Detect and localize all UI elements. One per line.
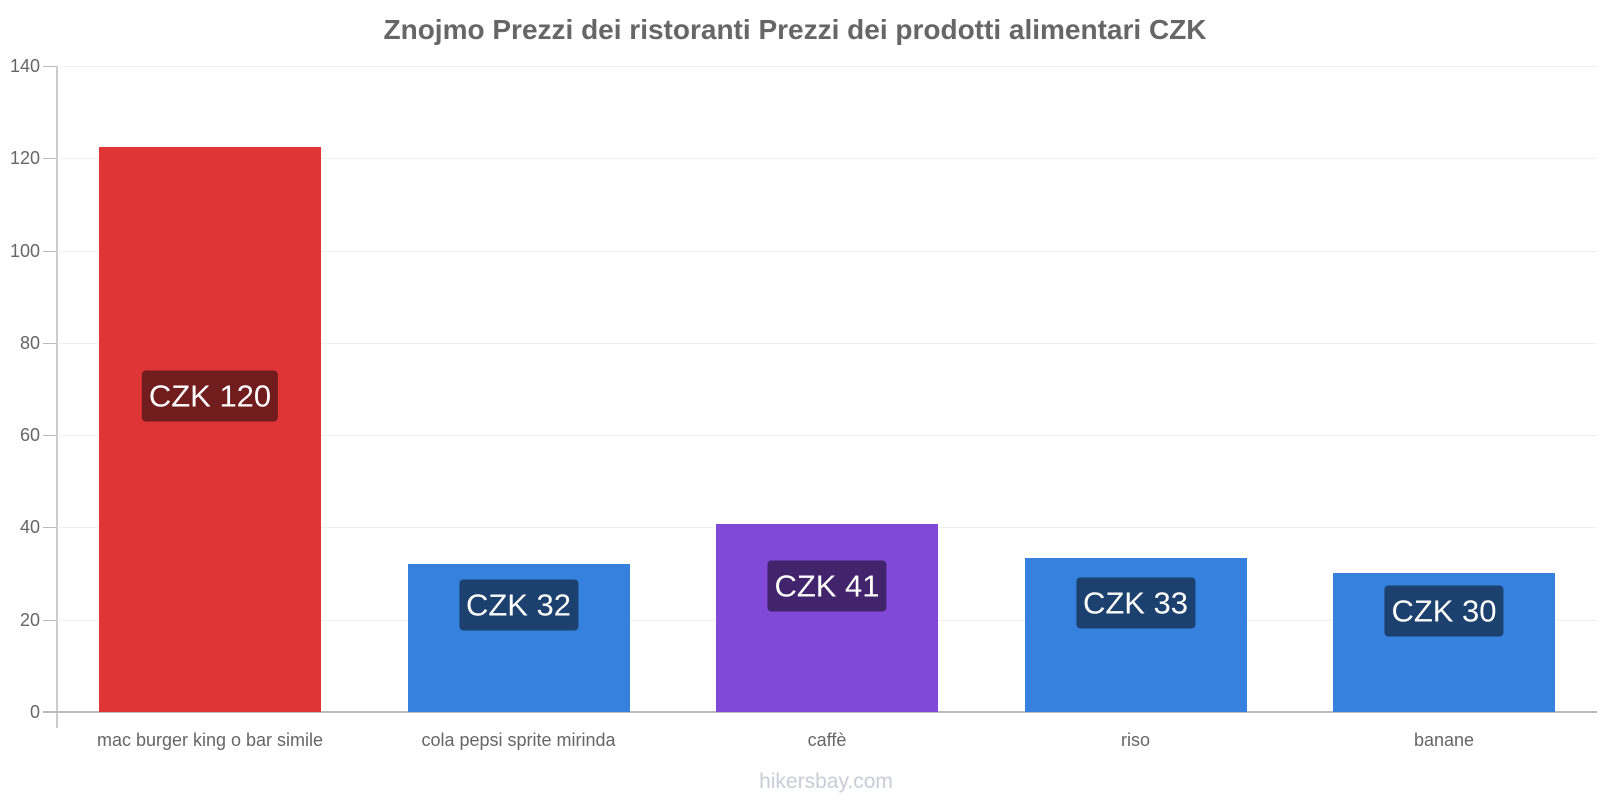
y-tick-label: 40 [19, 517, 40, 537]
gridline [57, 343, 1597, 344]
x-category-label: mac burger king o bar simile [96, 730, 324, 750]
y-tick-mark [43, 158, 57, 159]
y-tick-label: 20 [19, 610, 40, 630]
watermark: hikersbay.com [759, 770, 893, 793]
x-category-label: banane [1413, 730, 1475, 750]
bar-value-label: CZK 30 [1384, 585, 1504, 637]
y-tick-label: 60 [19, 425, 40, 445]
y-tick-mark [43, 527, 57, 528]
y-tick-mark [43, 343, 57, 344]
gridline [57, 158, 1597, 159]
y-tick-mark [43, 251, 57, 252]
y-tick-mark [43, 66, 57, 67]
x-category-label: caffè [807, 730, 847, 750]
bar-value-label: CZK 32 [458, 579, 579, 631]
bar-value-label: CZK 33 [1075, 577, 1196, 629]
gridline [57, 435, 1597, 436]
bar-value-label: CZK 41 [767, 560, 887, 612]
bar [716, 524, 938, 712]
x-category-label: riso [1120, 730, 1151, 750]
y-tick-label: 0 [29, 702, 40, 722]
x-category-label: cola pepsi sprite mirinda [421, 730, 616, 750]
gridline [57, 251, 1597, 252]
y-tick-mark [43, 712, 57, 713]
y-axis-line [56, 66, 58, 728]
y-tick-mark [43, 620, 57, 621]
bar [99, 147, 321, 712]
y-tick-label: 100 [9, 241, 40, 261]
gridline [57, 66, 1597, 67]
x-axis-line [43, 711, 1597, 713]
y-tick-label: 120 [9, 148, 40, 168]
y-tick-mark [43, 435, 57, 436]
y-tick-label: 80 [19, 333, 40, 353]
y-tick-label: 140 [9, 56, 40, 76]
chart-title: Znojmo Prezzi dei ristoranti Prezzi dei … [383, 14, 1207, 45]
bar-value-label: CZK 120 [141, 370, 279, 422]
